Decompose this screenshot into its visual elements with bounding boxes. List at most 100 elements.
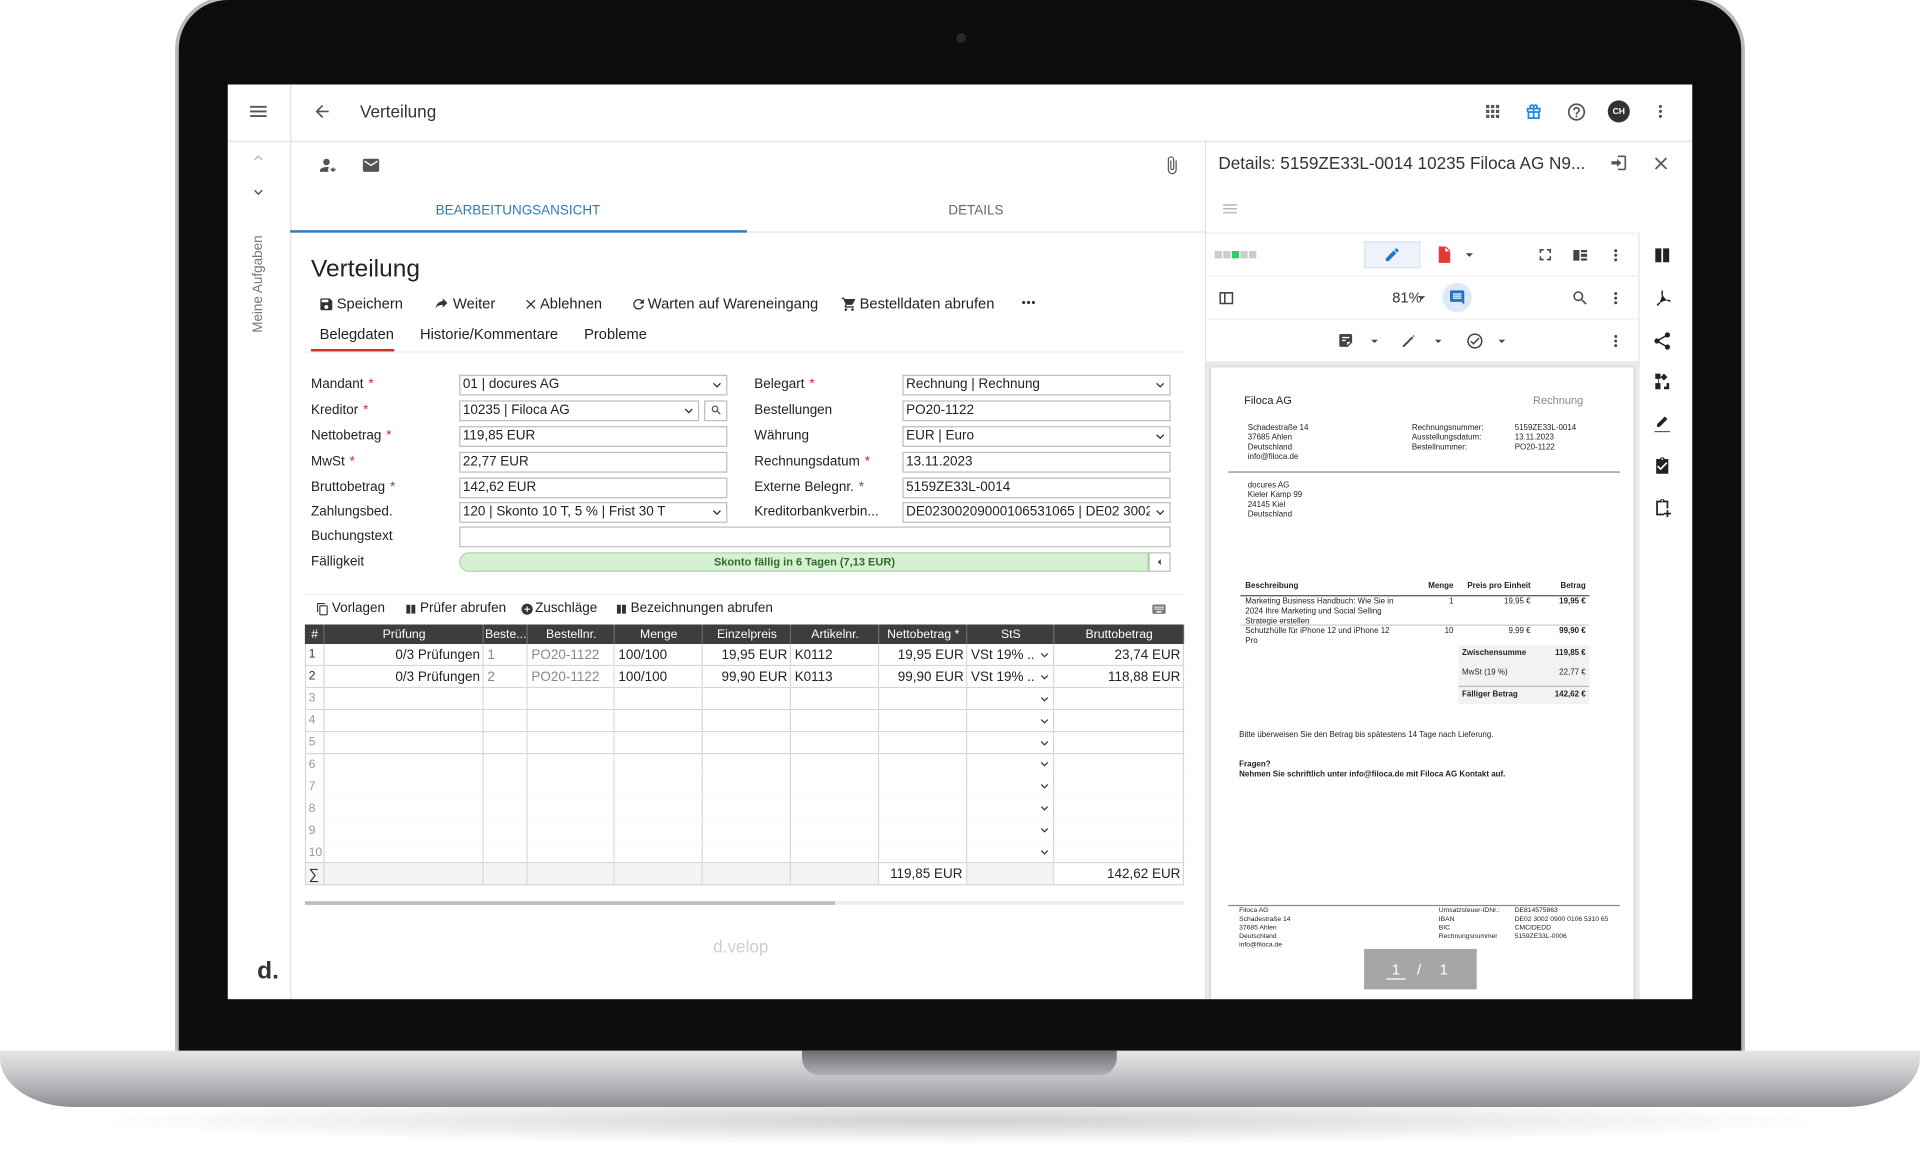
dropdown-chevron-shape: [712, 509, 721, 515]
input[interactable]: 10235 | Filoca AG: [459, 399, 700, 421]
layout-button[interactable]: [1570, 246, 1588, 264]
input[interactable]: 119,85 EUR: [459, 425, 728, 447]
apps-button[interactable]: [1483, 102, 1503, 122]
action-button[interactable]: Weiter: [453, 295, 496, 313]
sts-dropdown[interactable]: [1037, 845, 1052, 860]
tab[interactable]: DETAILS: [948, 203, 1004, 218]
viewer-more[interactable]: [1606, 246, 1624, 264]
help-button[interactable]: [1566, 101, 1587, 122]
pen-tool[interactable]: [1400, 332, 1416, 348]
input[interactable]: 142,62 EUR: [459, 476, 728, 498]
divider: [1206, 232, 1639, 234]
sts-dropdown-shape: [1040, 762, 1049, 768]
fullscreen-button[interactable]: [1536, 245, 1556, 265]
zoom-menu[interactable]: [1413, 289, 1430, 306]
sts-dropdown[interactable]: [1037, 692, 1052, 707]
input[interactable]: DE02300209000106531065 | DE02 3002 09: [902, 501, 1171, 523]
side-tool[interactable]: [1651, 413, 1672, 434]
side-tool[interactable]: [1651, 370, 1672, 391]
grid-cell-value: 19,95 EUR: [721, 647, 788, 663]
side-tool[interactable]: [1651, 244, 1672, 265]
tab[interactable]: BEARBEITUNGSANSICHT: [435, 203, 601, 218]
action-button[interactable]: Ablehnen: [540, 295, 603, 313]
pen-menu[interactable]: [1430, 332, 1446, 348]
row-index: 3: [308, 692, 316, 706]
pdf-button[interactable]: [1434, 245, 1454, 265]
keyboard-button[interactable]: [1150, 601, 1166, 617]
grid-cell: [879, 665, 968, 689]
sts-dropdown[interactable]: [1037, 735, 1052, 750]
note-tool[interactable]: [1337, 332, 1354, 349]
input[interactable]: 22,77 EUR: [459, 451, 728, 473]
sts-dropdown[interactable]: [1037, 757, 1052, 772]
action-button[interactable]: Warten auf Wareneingang: [647, 295, 819, 313]
action-button[interactable]: Bestelldaten abrufen: [859, 295, 995, 313]
check-menu[interactable]: [1493, 332, 1509, 348]
grid-cell: [967, 665, 1055, 689]
side-tool[interactable]: [1651, 497, 1672, 518]
more-button[interactable]: [1651, 102, 1671, 122]
viewer-menu[interactable]: [1220, 199, 1238, 217]
more-actions[interactable]: [1019, 293, 1039, 313]
previous-task[interactable]: [250, 149, 267, 166]
sts-dropdown[interactable]: [1037, 648, 1052, 663]
grid-tool[interactable]: Zuschläge: [535, 601, 598, 616]
avatar[interactable]: CH: [1607, 100, 1630, 123]
grid-cell: [527, 775, 615, 799]
edit-mode-button[interactable]: [1364, 241, 1421, 269]
due-toggle[interactable]: [1148, 552, 1171, 572]
grid-cell: [324, 841, 484, 864]
input[interactable]: [459, 525, 1171, 547]
zoom-level[interactable]: 81%: [1392, 288, 1422, 307]
assign-button[interactable]: [318, 156, 338, 176]
news-button[interactable]: [1523, 101, 1544, 122]
lookup-button[interactable]: [704, 399, 728, 421]
back-button[interactable]: [312, 102, 332, 122]
side-tool[interactable]: [1651, 287, 1672, 308]
next-task[interactable]: [250, 184, 267, 201]
sts-dropdown[interactable]: [1037, 670, 1052, 685]
required-mark: *: [390, 480, 396, 495]
grid-tool[interactable]: Prüfer abrufen: [420, 601, 507, 616]
note-menu[interactable]: [1366, 332, 1382, 348]
comment-toggle[interactable]: [1442, 282, 1472, 313]
sidebar-toggle[interactable]: [1217, 288, 1235, 306]
grid-tool[interactable]: Bezeichnungen abrufen: [630, 601, 773, 616]
note-menu-shape: [1370, 339, 1378, 343]
input[interactable]: PO20-1122: [902, 399, 1171, 421]
search-button[interactable]: [1570, 288, 1588, 306]
action-button[interactable]: Speichern: [336, 295, 403, 313]
sts-dropdown[interactable]: [1037, 801, 1052, 816]
input[interactable]: 120 | Skonto 10 T, 5 % | Frist 30 T: [459, 501, 728, 523]
subtab[interactable]: Belegdaten: [319, 325, 394, 343]
mail-button[interactable]: [361, 156, 381, 176]
grid-cell: [791, 841, 880, 864]
close-button[interactable]: [1650, 152, 1671, 173]
attachment-button[interactable]: [1162, 156, 1182, 176]
pager[interactable]: 1 / 1: [1364, 948, 1477, 990]
sts-dropdown[interactable]: [1037, 779, 1052, 794]
input[interactable]: 01 | docures AG: [459, 374, 728, 395]
subtab[interactable]: Probleme: [584, 325, 647, 343]
input[interactable]: EUR | Euro: [902, 425, 1171, 447]
input[interactable]: 13.11.2023: [902, 451, 1171, 473]
field-value: PO20-1122: [906, 402, 975, 418]
check-tool[interactable]: [1465, 331, 1483, 349]
pdf-menu[interactable]: [1461, 246, 1478, 263]
subtab[interactable]: Historie/Kommentare: [420, 325, 559, 343]
column-header: Bestellnr.: [546, 627, 597, 642]
side-tool[interactable]: [1651, 455, 1672, 476]
sts-dropdown[interactable]: [1037, 713, 1052, 728]
input[interactable]: 5159ZE33L-0014: [902, 476, 1171, 498]
field-value: 119,85 EUR: [462, 428, 536, 444]
side-tool[interactable]: [1651, 330, 1672, 351]
viewer-more[interactable]: [1606, 288, 1624, 306]
viewer-more[interactable]: [1606, 331, 1624, 349]
menu-button[interactable]: [247, 100, 269, 122]
sts-dropdown[interactable]: [1037, 823, 1052, 838]
field-label: Belegart: [754, 377, 805, 392]
input[interactable]: Rechnung | Rechnung: [902, 374, 1171, 395]
detach-button[interactable]: [1609, 153, 1629, 173]
divider: [1240, 624, 1590, 626]
grid-tool[interactable]: Vorlagen: [331, 601, 386, 616]
